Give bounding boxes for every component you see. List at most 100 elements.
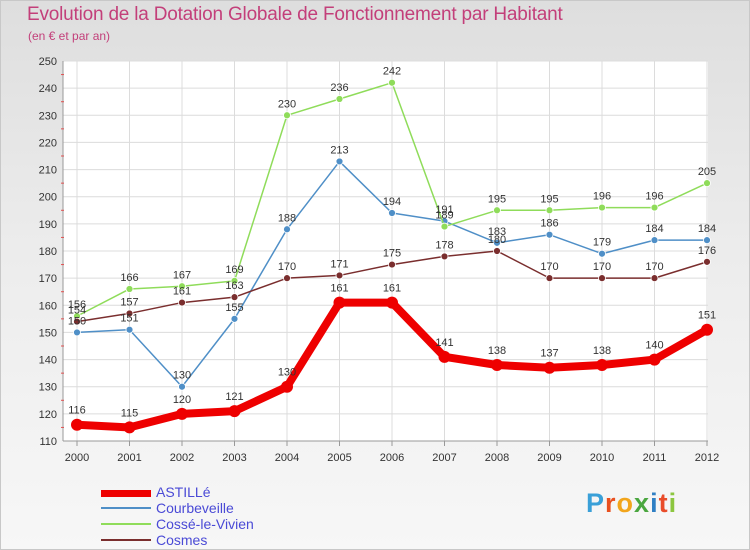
x-tick-label: 2012 bbox=[695, 452, 719, 464]
data-label: 194 bbox=[383, 196, 401, 208]
data-point bbox=[386, 296, 398, 309]
data-label: 120 bbox=[173, 394, 191, 406]
data-point bbox=[388, 260, 396, 269]
data-point bbox=[493, 206, 501, 215]
x-tick-label: 2001 bbox=[117, 452, 141, 464]
logo-letter: x bbox=[634, 488, 651, 518]
y-tick-label: 200 bbox=[39, 192, 57, 204]
logo-letter: t bbox=[658, 488, 669, 518]
data-label: 121 bbox=[225, 391, 243, 403]
logo-letter: o bbox=[616, 488, 635, 518]
data-point bbox=[596, 359, 608, 371]
data-point bbox=[543, 361, 556, 374]
data-label: 116 bbox=[68, 405, 86, 417]
data-label: 184 bbox=[645, 223, 663, 235]
data-point bbox=[545, 274, 554, 283]
data-label: 155 bbox=[225, 302, 243, 314]
legend-swatch-cosmes bbox=[101, 539, 151, 541]
data-label: 161 bbox=[383, 283, 401, 295]
data-label: 242 bbox=[383, 66, 401, 78]
data-point bbox=[125, 325, 134, 334]
data-label: 183 bbox=[488, 226, 506, 238]
data-label: 170 bbox=[278, 261, 296, 273]
data-label: 170 bbox=[593, 261, 611, 273]
data-label: 195 bbox=[540, 193, 558, 205]
data-point bbox=[178, 282, 186, 291]
data-point bbox=[650, 274, 659, 283]
data-point bbox=[388, 209, 396, 217]
x-tick-label: 2007 bbox=[432, 452, 456, 464]
x-tick-label: 2003 bbox=[222, 452, 246, 464]
data-point bbox=[228, 405, 241, 418]
data-label: 161 bbox=[330, 283, 348, 295]
data-label: 213 bbox=[330, 144, 348, 156]
data-point bbox=[335, 157, 344, 166]
data-point bbox=[283, 225, 291, 234]
chart-subtitle: (en € et par an) bbox=[28, 29, 111, 43]
data-point bbox=[438, 350, 451, 363]
data-point bbox=[648, 353, 661, 366]
data-label: 156 bbox=[68, 299, 86, 311]
x-tick-label: 2000 bbox=[65, 452, 89, 464]
data-point bbox=[493, 247, 501, 255]
data-point bbox=[230, 293, 239, 302]
data-point bbox=[178, 298, 186, 307]
data-point bbox=[335, 95, 344, 103]
data-point bbox=[73, 317, 81, 326]
data-label: 230 bbox=[278, 98, 296, 110]
data-point bbox=[125, 285, 134, 293]
y-tick-label: 120 bbox=[39, 409, 57, 421]
data-label: 188 bbox=[278, 212, 296, 224]
proxiti-logo: Proxiti bbox=[586, 488, 677, 519]
data-label: 175 bbox=[383, 248, 401, 260]
x-tick-label: 2006 bbox=[380, 452, 404, 464]
y-tick-label: 110 bbox=[39, 436, 57, 448]
data-point bbox=[598, 203, 606, 212]
y-tick-label: 170 bbox=[39, 273, 57, 285]
data-label: 178 bbox=[435, 239, 453, 251]
y-tick-label: 210 bbox=[39, 165, 57, 177]
data-point bbox=[703, 257, 711, 266]
legend-swatch-courbeveille bbox=[101, 507, 151, 509]
logo-letter: i bbox=[668, 488, 678, 518]
legend-swatch-astille bbox=[101, 490, 151, 497]
legend-label-cosse-le-vivien: Cossé-le-Vivien bbox=[156, 516, 254, 532]
data-point bbox=[178, 382, 186, 391]
data-point bbox=[73, 328, 81, 337]
logo-letter: P bbox=[586, 488, 606, 518]
data-point bbox=[125, 309, 134, 318]
data-label: 170 bbox=[645, 261, 663, 273]
legend-label-astille: ASTILLé bbox=[156, 484, 211, 500]
x-tick-label: 2004 bbox=[275, 452, 299, 464]
x-tick-label: 2005 bbox=[327, 452, 351, 464]
data-label: 138 bbox=[593, 345, 611, 357]
data-label: 170 bbox=[540, 261, 558, 273]
data-label: 195 bbox=[488, 193, 506, 205]
data-point bbox=[123, 421, 136, 434]
data-label: 166 bbox=[120, 272, 138, 284]
y-tick-label: 180 bbox=[39, 246, 57, 258]
data-point bbox=[335, 271, 344, 280]
data-label: 130 bbox=[173, 370, 191, 382]
data-label: 184 bbox=[698, 223, 716, 235]
y-tick-label: 160 bbox=[39, 300, 57, 312]
data-label: 196 bbox=[645, 191, 663, 203]
data-point bbox=[650, 203, 659, 212]
data-label: 189 bbox=[435, 210, 453, 222]
data-label: 176 bbox=[698, 245, 716, 257]
x-tick-label: 2010 bbox=[590, 452, 614, 464]
data-point bbox=[388, 78, 396, 87]
data-label: 161 bbox=[173, 286, 191, 298]
data-point bbox=[71, 418, 83, 431]
data-label: 130 bbox=[278, 367, 296, 379]
data-label: 137 bbox=[540, 348, 558, 360]
x-tick-label: 2009 bbox=[537, 452, 561, 464]
data-label: 196 bbox=[593, 191, 611, 203]
x-tick-label: 2002 bbox=[170, 452, 194, 464]
data-label: 140 bbox=[645, 340, 663, 352]
data-label: 167 bbox=[173, 269, 191, 281]
legend-swatch-cosse-le-vivien bbox=[101, 523, 151, 525]
y-tick-label: 240 bbox=[39, 83, 57, 95]
